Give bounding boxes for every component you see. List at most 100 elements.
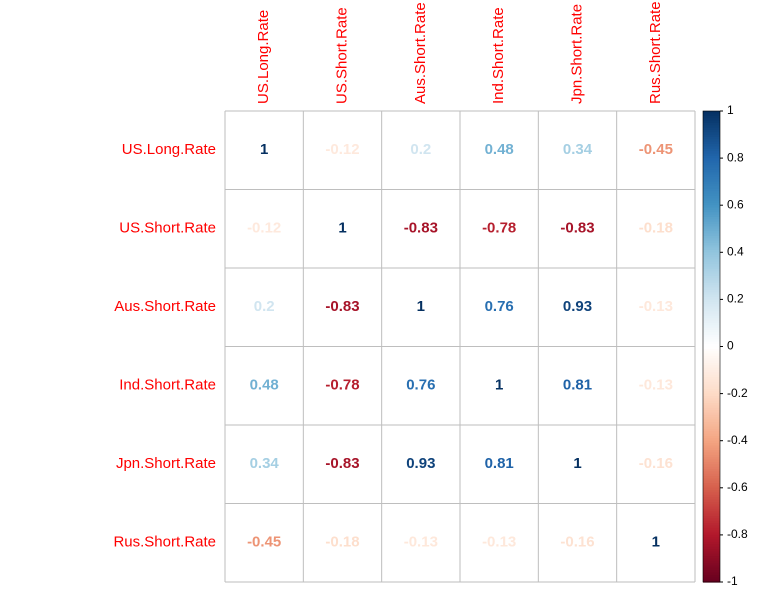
colorbar-segment: [703, 560, 720, 564]
colorbar-tick-label: -1: [727, 574, 738, 588]
colorbar-segment: [703, 348, 720, 352]
colorbar-segment: [703, 388, 720, 392]
colorbar-segment: [703, 334, 720, 338]
colorbar-segment: [703, 511, 720, 515]
colorbar-segment: [703, 549, 720, 552]
colorbar-segment: [703, 355, 720, 359]
colorbar-segment: [703, 214, 720, 218]
cell-value-ind-short-rate-us-long-rate: 0.48: [250, 377, 279, 394]
colorbar-segment: [703, 318, 720, 322]
colorbar-tick-label: 0.4: [727, 244, 744, 258]
colorbar-segment: [703, 184, 720, 187]
colorbar-segment: [703, 471, 720, 475]
colorbar-segment: [703, 186, 720, 190]
colorbar-segment: [703, 393, 720, 397]
colorbar-segment: [703, 577, 720, 581]
colorbar-segment: [703, 132, 720, 136]
cell-value-us-short-rate-us-short-rate: 1: [338, 220, 346, 237]
colorbar-segment: [703, 289, 720, 293]
colorbar-segment: [703, 259, 720, 263]
cell-value-rus-short-rate-rus-short-rate: 1: [652, 534, 660, 551]
cell-value-us-long-rate-rus-short-rate: -0.45: [639, 141, 673, 158]
colorbar-tick-label: 0: [727, 339, 734, 353]
column-label-rus-short-rate: Rus.Short.Rate: [647, 1, 664, 104]
cell-value-aus-short-rate-jpn-short-rate: 0.93: [563, 298, 592, 315]
cell-value-aus-short-rate-us-long-rate: 0.2: [254, 298, 275, 315]
colorbar-segment: [703, 518, 720, 522]
colorbar-segment: [703, 287, 720, 291]
colorbar-segment: [703, 221, 720, 225]
cell-value-jpn-short-rate-us-short-rate: -0.83: [325, 455, 359, 472]
colorbar-segment: [703, 169, 720, 173]
colorbar-segment: [703, 125, 720, 129]
colorbar-segment: [703, 127, 720, 131]
colorbar-segment: [703, 539, 720, 543]
row-label-rus-short-rate: Rus.Short.Rate: [113, 534, 216, 551]
colorbar-segment: [703, 115, 720, 119]
colorbar-segment: [703, 567, 720, 571]
cell-value-us-short-rate-ind-short-rate: -0.78: [482, 220, 516, 237]
colorbar-segment: [703, 179, 720, 183]
colorbar-segment: [703, 172, 720, 176]
colorbar-segment: [703, 435, 720, 439]
row-label-us-short-rate: US.Short.Rate: [119, 220, 216, 237]
colorbar-segment: [703, 443, 720, 447]
colorbar-segment: [703, 271, 720, 275]
colorbar-segment: [703, 207, 720, 211]
colorbar: 1 0.8 0.6 0.4 0.2 0 -0.2 -0.4 -0.6 -0.8 -1: [702, 103, 748, 588]
colorbar-segment: [703, 344, 720, 348]
colorbar-segment: [703, 245, 720, 249]
colorbar-tick-label: 0.8: [727, 150, 744, 164]
colorbar-segment: [703, 480, 720, 484]
colorbar-segment: [703, 412, 720, 416]
colorbar-tick-label: -0.8: [727, 527, 748, 541]
colorbar-segment: [703, 143, 720, 147]
colorbar-tick-label: -0.2: [727, 386, 748, 400]
colorbar-segment: [703, 299, 720, 303]
cell-value-rus-short-rate-jpn-short-rate: -0.16: [560, 534, 594, 551]
colorbar-segment: [703, 553, 720, 557]
colorbar-segment: [703, 282, 720, 286]
colorbar-segment: [703, 167, 720, 171]
colorbar-segment: [703, 513, 720, 517]
colorbar-segment: [703, 160, 720, 164]
colorbar-segment: [703, 506, 720, 510]
colorbar-segment: [703, 433, 720, 437]
colorbar-segment: [703, 212, 720, 216]
colorbar-segment: [703, 572, 720, 576]
colorbar-segment: [703, 565, 720, 569]
colorbar-segment: [703, 339, 720, 343]
colorbar-segment: [703, 174, 720, 178]
colorbar-segment: [703, 367, 720, 371]
colorbar-segment: [703, 384, 720, 388]
colorbar-segment: [703, 483, 720, 487]
colorbar-segment: [703, 139, 720, 143]
colorbar-segment: [703, 158, 720, 162]
colorbar-segment: [703, 228, 720, 232]
colorbar-segment: [703, 426, 720, 430]
colorbar-segment: [703, 308, 720, 312]
colorbar-segment: [703, 410, 720, 414]
cell-value-us-long-rate-ind-short-rate: 0.48: [485, 141, 514, 158]
row-label-jpn-short-rate: Jpn.Short.Rate: [116, 455, 216, 472]
colorbar-segment: [703, 155, 720, 159]
colorbar-segment: [703, 570, 720, 574]
colorbar-segment: [703, 558, 720, 562]
colorbar-segment: [703, 417, 720, 421]
colorbar-tick-label: 0.2: [727, 292, 744, 306]
colorbar-segment: [703, 504, 720, 508]
colorbar-segment: [703, 268, 720, 272]
colorbar-segment: [703, 113, 720, 117]
colorbar-segment: [703, 153, 720, 157]
colorbar-segment: [703, 381, 720, 385]
column-label-aus-short-rate: Aus.Short.Rate: [412, 2, 429, 104]
colorbar-segment: [703, 341, 720, 345]
colorbar-segment: [703, 372, 720, 376]
colorbar-segment: [703, 240, 720, 244]
colorbar-segment: [703, 264, 720, 268]
colorbar-segment: [703, 440, 720, 444]
colorbar-segment: [703, 195, 720, 199]
colorbar-segment: [703, 353, 720, 357]
cell-value-us-long-rate-us-short-rate: -0.12: [325, 141, 359, 158]
colorbar-segment: [703, 285, 720, 289]
